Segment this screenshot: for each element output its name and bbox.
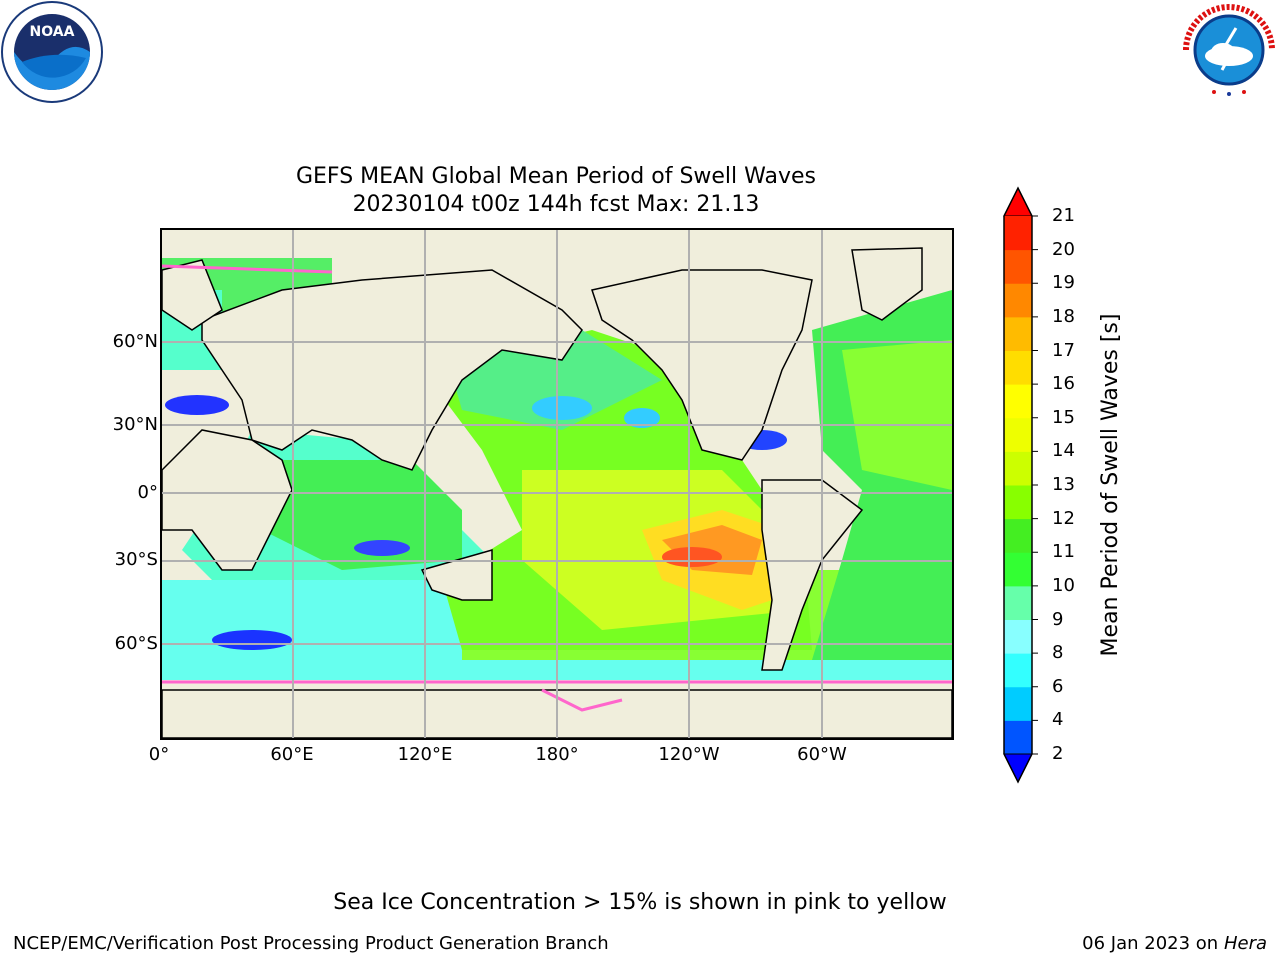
colorbar-tick-label: 21: [1052, 205, 1075, 226]
nws-logo: [1181, 2, 1277, 98]
colorbar-segment: [1004, 720, 1032, 755]
colorbar-tick-label: 18: [1052, 305, 1075, 327]
land: [162, 247, 952, 738]
colorbar-segment: [1004, 316, 1032, 351]
x-tick-label: 180°: [535, 744, 579, 765]
colorbar-segment: [1004, 518, 1032, 553]
colorbar-segment: [1004, 653, 1032, 688]
colorbar-segment: [1004, 417, 1032, 452]
x-tick-label: 60°W: [797, 744, 847, 765]
colorbar-tick-label: 15: [1052, 406, 1075, 428]
colorbar-over-arrow: [1003, 186, 1033, 217]
colorbar: [1003, 186, 1038, 784]
colorbar-segment: [1004, 283, 1032, 318]
colorbar-label: Mean Period of Swell Waves [s]: [1098, 313, 1123, 657]
chart-title: GEFS MEAN Global Mean Period of Swell Wa…: [295, 164, 816, 189]
colorbar-tick-label: 10: [1052, 574, 1075, 596]
colorbar-segment: [1004, 585, 1032, 620]
x-tick-label: 60°E: [270, 744, 314, 765]
graticule: [162, 230, 952, 738]
colorbar-tick-label: 11: [1052, 541, 1075, 563]
colorbar-segment: [1004, 216, 1032, 251]
colorbar-tick-label: 8: [1052, 642, 1064, 664]
svg-text:NOAA: NOAA: [30, 24, 75, 40]
colorbar-tick-label: 4: [1052, 709, 1064, 731]
colorbar-segments: [1003, 186, 1038, 784]
y-tick-label: 30°N: [112, 414, 158, 435]
chart-subtitle: 20230104 t00z 144h fcst Max: 21.13: [352, 192, 760, 217]
colorbar-segment: [1004, 384, 1032, 419]
colorbar-segment: [1004, 249, 1032, 284]
colorbar-tick-label: 14: [1052, 440, 1075, 462]
sea-ice-footnote: Sea Ice Concentration > 15% is shown in …: [333, 890, 947, 915]
colorbar-tick-label: 19: [1052, 272, 1075, 294]
x-tick-label: 120°E: [397, 744, 453, 765]
colorbar-tick-label: 16: [1052, 373, 1075, 395]
colorbar-tick-label: 12: [1052, 507, 1075, 529]
colorbar-tick-label: 9: [1052, 608, 1064, 630]
footer-date: 06 Jan 2023 on Hera: [1082, 933, 1267, 954]
colorbar-segment: [1004, 619, 1032, 654]
footer-credit: NCEP/EMC/Verification Post Processing Pr…: [13, 933, 609, 954]
colorbar-tick-label: 13: [1052, 474, 1075, 495]
x-tick-label: 120°W: [658, 744, 720, 765]
x-tick-label: 0°: [148, 744, 170, 765]
y-tick-label: 30°S: [114, 549, 158, 570]
y-tick-label: 60°S: [114, 633, 158, 654]
colorbar-tick-label: 2: [1052, 743, 1064, 764]
colorbar-segment: [1004, 686, 1032, 721]
colorbar-segment: [1004, 350, 1032, 385]
y-tick-label: 60°N: [112, 331, 158, 352]
colorbar-tick-label: 20: [1052, 238, 1075, 260]
footer-machine: Hera: [1223, 933, 1267, 954]
colorbar-under-arrow: [1003, 753, 1033, 784]
colorbar-tick-label: 6: [1052, 675, 1064, 697]
footer-date-text: 06 Jan 2023 on: [1082, 933, 1224, 954]
map-frame: [160, 228, 954, 740]
map-svg: [162, 230, 952, 738]
noaa-logo: NOAA: [1, 1, 103, 103]
colorbar-segment: [1004, 451, 1032, 486]
colorbar-segment: [1004, 485, 1032, 520]
y-tick-label: 0°: [137, 482, 158, 503]
colorbar-tick-label: 17: [1052, 339, 1075, 361]
colorbar-segment: [1004, 552, 1032, 587]
